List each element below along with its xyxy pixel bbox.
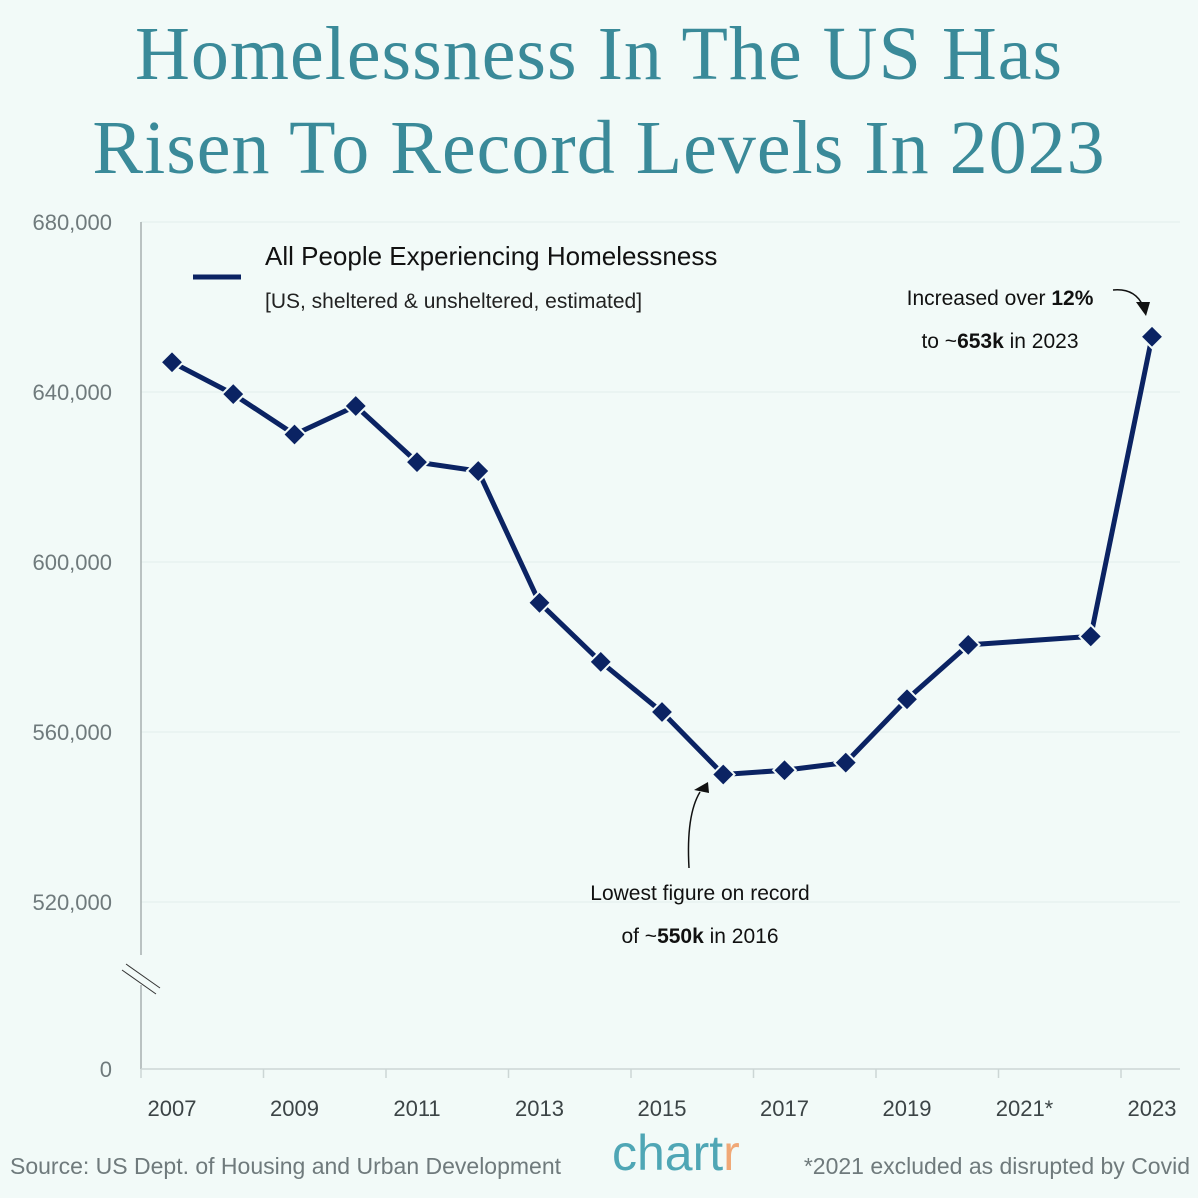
data-point-marker [955, 632, 981, 658]
chartr-logo: chartr [612, 1125, 740, 1181]
series-line [170, 336, 1155, 777]
data-point-marker [1078, 623, 1104, 650]
axis-break-gap [130, 955, 154, 985]
footnote: *2021 excluded as disrupted by Covid [803, 1153, 1190, 1179]
data-point-marker [404, 449, 430, 475]
y-tick-label: 640,000 [32, 380, 112, 405]
data-point-marker [771, 757, 798, 783]
annotation-2016-line2: of ~550k in 2016 [621, 925, 778, 948]
arrowhead-icon [1136, 302, 1150, 316]
x-tick-label: 2007 [148, 1096, 197, 1121]
arrowhead-icon [694, 782, 709, 793]
annotation-2023-line2: to ~653k in 2023 [921, 330, 1078, 353]
y-tick-label: 680,000 [32, 210, 112, 235]
data-point-marker [1139, 324, 1165, 350]
data-point-marker [710, 761, 736, 788]
legend-label: All People Experiencing Homelessness [265, 241, 717, 271]
title-line-2: Risen To Record Levels In 2023 [92, 106, 1106, 190]
x-tick-label: 2019 [883, 1096, 932, 1121]
data-point-marker [833, 749, 859, 776]
y-tick-label: 560,000 [32, 720, 112, 745]
legend-subtitle: [US, sheltered & unsheltered, estimated] [265, 290, 642, 313]
title-line-1: Homelessness In The US Has [134, 12, 1064, 96]
x-tick-label: 2015 [638, 1096, 687, 1121]
x-tick-label: 2017 [760, 1096, 809, 1121]
data-point-marker [588, 649, 614, 675]
data-point-marker [649, 699, 675, 725]
x-tick-label: 2023 [1128, 1096, 1177, 1121]
data-point-marker [526, 590, 553, 616]
annotation-arrow-2016 [687, 791, 701, 869]
x-tick-label: 2013 [515, 1096, 564, 1121]
axis-break-mark [121, 969, 157, 995]
data-point-marker [465, 458, 491, 484]
y-tick-label: 0 [100, 1057, 112, 1082]
data-point-marker [159, 349, 185, 375]
y-tick-label: 600,000 [32, 550, 112, 575]
annotation-2023-line1: Increased over 12% [907, 287, 1094, 310]
axis-break-mark [125, 963, 161, 989]
data-point-marker [281, 421, 308, 448]
data-point-marker [343, 393, 369, 419]
x-tick-label: 2011 [393, 1096, 440, 1121]
x-tick-label: 2021* [996, 1096, 1054, 1121]
x-tick-label: 2009 [270, 1096, 319, 1121]
data-point-marker [894, 686, 920, 713]
source-note: Source: US Dept. of Housing and Urban De… [10, 1153, 562, 1179]
y-tick-label: 520,000 [32, 890, 112, 915]
data-point-marker [220, 381, 246, 407]
annotation-2016-line1: Lowest figure on record [590, 882, 809, 905]
